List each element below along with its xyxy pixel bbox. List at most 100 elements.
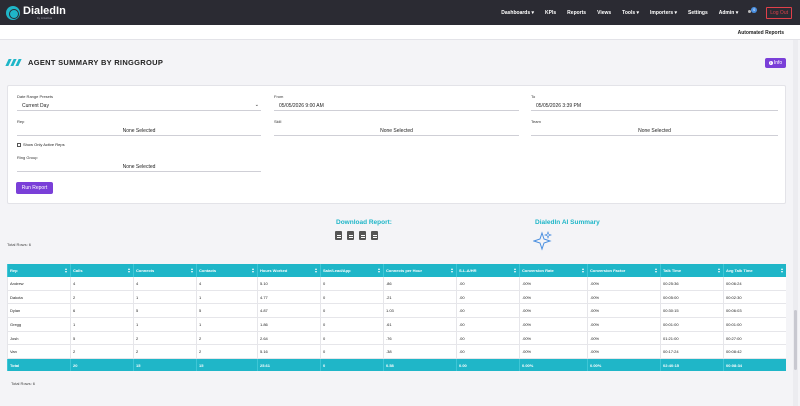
file-pdf-icon[interactable] <box>335 231 342 240</box>
table-cell: 2 <box>70 290 133 304</box>
sort-icon[interactable] <box>718 268 721 273</box>
nav-admin[interactable]: Admin ▾ <box>718 9 739 16</box>
table-row: Van 2 2 2 5.16 0 .38 .00 .00% .00% 00:17:24 00:08:4… <box>7 345 786 360</box>
ai-summary-title[interactable]: DialedIn AI Summary <box>535 219 600 226</box>
cell-value: 00:27:00 <box>726 335 742 341</box>
team-select[interactable]: None Selected <box>531 126 778 136</box>
table-cell: 0 <box>320 359 383 372</box>
cell-value: 0.00% <box>590 362 602 368</box>
skill-select[interactable]: None Selected <box>274 126 519 136</box>
sort-icon[interactable] <box>451 268 454 273</box>
date-range-select[interactable]: Current Day ⌄ <box>17 101 261 111</box>
column-header[interactable]: Connects <box>133 264 196 277</box>
cell-value: .00 <box>459 280 465 286</box>
column-header[interactable]: Hours Worked <box>257 264 320 277</box>
sort-icon[interactable] <box>378 268 381 273</box>
table-cell: Josh <box>7 331 70 345</box>
from-date-input[interactable]: 05/05/2026 9:00 AM <box>274 101 519 111</box>
cell-value: 00:30:15 <box>663 308 679 314</box>
ring-group-select[interactable]: None Selected <box>17 162 261 172</box>
nav-dashboards[interactable]: Dashboards ▾ <box>501 9 535 16</box>
table-cell: .00% <box>587 318 660 331</box>
table-cell: 0.00% <box>519 359 587 372</box>
sort-icon[interactable] <box>514 268 517 273</box>
to-date-input[interactable]: 05/05/2026 3:39 PM <box>531 101 778 111</box>
active-reps-checkbox[interactable]: Show Only Active Reps <box>17 142 65 147</box>
run-report-button[interactable]: Run Report <box>16 182 53 194</box>
column-header[interactable]: Contacts <box>196 264 257 277</box>
nav-kpis[interactable]: KPIs <box>545 9 557 16</box>
table-cell: .00% <box>519 277 587 290</box>
column-header[interactable]: Connects per Hour <box>383 264 456 277</box>
table-cell: 2 <box>196 331 257 345</box>
column-header-label: Contacts <box>199 268 217 273</box>
file-xls-icon[interactable] <box>359 231 366 240</box>
sort-icon[interactable] <box>315 268 318 273</box>
cell-value: 1 <box>199 294 202 300</box>
table-cell: 15 <box>196 359 257 372</box>
rep-select[interactable]: None Selected <box>17 126 261 136</box>
table-cell: 00:05:00 <box>660 290 723 304</box>
table-cell: 00:02:30 <box>723 290 786 304</box>
nav-settings[interactable]: Settings <box>688 9 708 16</box>
cell-value: .00 <box>459 321 465 327</box>
cell-value: Dakota <box>10 294 23 300</box>
file-doc-icon[interactable] <box>371 231 378 240</box>
table-cell: 6 <box>70 304 133 318</box>
sort-icon[interactable] <box>582 268 585 273</box>
sort-icon[interactable] <box>252 268 255 273</box>
column-header[interactable]: Conversion Rate <box>519 264 587 277</box>
nav-reports[interactable]: Reports <box>567 9 587 16</box>
cell-value: 1.03 <box>386 308 394 314</box>
nav-importers[interactable]: Importers ▾ <box>650 9 678 16</box>
nav-tools[interactable]: Tools ▾ <box>622 9 640 16</box>
nav-views[interactable]: Views <box>597 9 612 16</box>
cell-value: 15 <box>199 362 204 368</box>
table-cell: .00% <box>519 318 587 331</box>
table-cell: 00:17:24 <box>660 345 723 359</box>
column-header[interactable]: Conversion Factor <box>587 264 660 277</box>
table-cell: 4 <box>196 277 257 290</box>
sort-icon[interactable] <box>128 268 131 273</box>
cell-value: .00% <box>522 294 532 300</box>
cell-value: 1.86 <box>260 321 268 327</box>
table-cell: 4 <box>70 277 133 290</box>
cell-value: .00 <box>459 294 465 300</box>
cell-value: 2.64 <box>260 335 268 341</box>
checkbox-box[interactable] <box>17 142 21 147</box>
sort-icon[interactable] <box>65 268 68 273</box>
brand-logo[interactable]: DialedIn by Anvictus <box>6 5 66 20</box>
cell-value: 2 <box>136 335 139 341</box>
column-header[interactable]: S-L-A/HR <box>456 264 519 277</box>
sort-icon[interactable] <box>781 268 784 273</box>
table-cell: 2.64 <box>257 331 320 345</box>
file-csv-icon[interactable] <box>347 231 354 240</box>
cell-value: 1 <box>199 321 202 327</box>
table-cell: 5.10 <box>257 277 320 290</box>
automated-reports-link[interactable]: Automated Reports <box>737 30 784 36</box>
table-cell: 0 <box>320 345 383 359</box>
cell-value: 15 <box>136 362 141 368</box>
logout-button[interactable]: Log Out <box>766 6 792 19</box>
table-cell: Dylan <box>7 304 70 318</box>
cell-value: 5.10 <box>260 280 268 286</box>
table-header-row: Rep Calls Connects Contacts Hours Worked Sale… <box>7 264 786 277</box>
table-cell: 00:08:34 <box>723 359 786 372</box>
notification-bell-icon[interactable]: 0 <box>748 6 758 17</box>
notification-badge: 0 <box>751 6 758 13</box>
scrollbar-thumb[interactable] <box>794 310 797 370</box>
column-header[interactable]: Talk Time <box>660 264 723 277</box>
column-header[interactable]: Rep <box>7 264 70 277</box>
sort-icon[interactable] <box>191 268 194 273</box>
page-scrollbar[interactable] <box>793 40 798 406</box>
ai-sparkle-icon[interactable] <box>533 231 553 251</box>
column-header[interactable]: Sale/Lead/App <box>320 264 383 277</box>
sort-icon[interactable] <box>655 268 658 273</box>
table-cell: 4 <box>133 277 196 290</box>
column-header[interactable]: Avg Talk Time <box>723 264 786 277</box>
cell-value: 4 <box>73 280 76 286</box>
info-icon: i <box>768 61 773 65</box>
table-cell: 5 <box>196 304 257 318</box>
info-button[interactable]: i Info <box>765 58 786 68</box>
column-header[interactable]: Calls <box>70 264 133 277</box>
